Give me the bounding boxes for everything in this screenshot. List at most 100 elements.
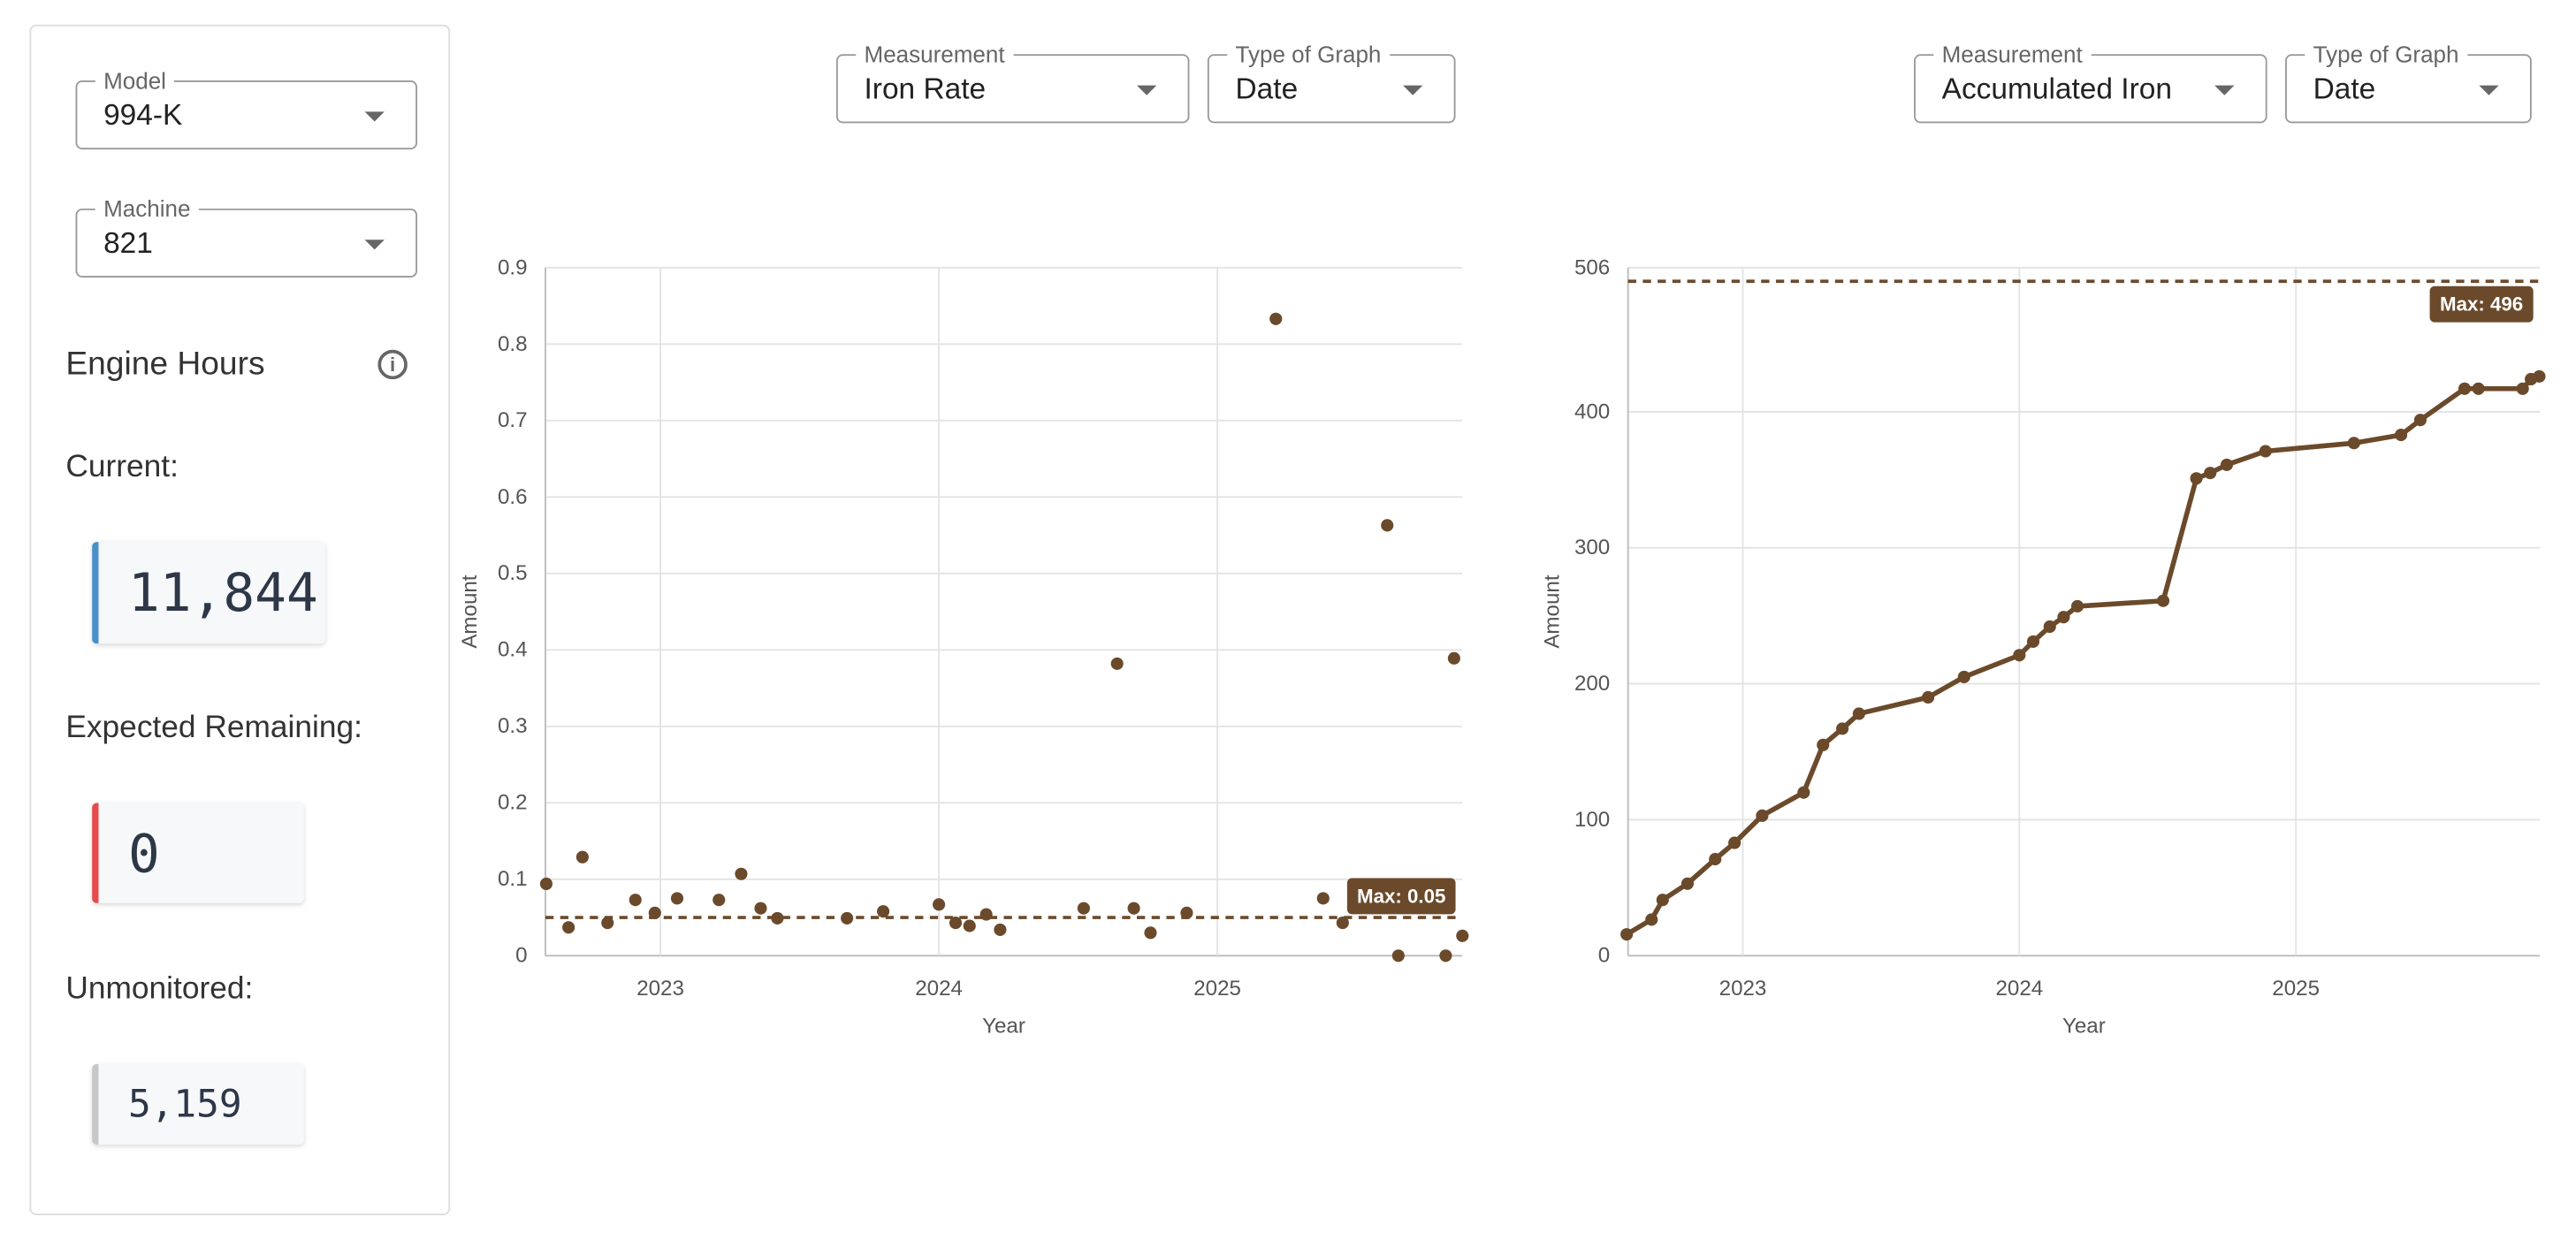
select-label: Model [95, 67, 175, 94]
x-tick-label: 2024 [1995, 977, 2043, 1001]
data-point [1336, 917, 1349, 930]
caret [2479, 85, 2499, 95]
data-point [1439, 949, 1452, 963]
select-label: Type of Graph [1227, 41, 1390, 68]
data-point [1077, 902, 1090, 915]
graph-type-select[interactable]: Type of Graph Date [1207, 41, 1456, 124]
data-point [562, 921, 575, 934]
info-icon[interactable]: i [377, 349, 408, 380]
y-tick-label: 300 [1574, 536, 1610, 559]
data-point [670, 892, 684, 905]
x-tick-label: 2024 [915, 977, 963, 1001]
data-point [1620, 928, 1634, 941]
y-tick-label: 0 [1598, 944, 1610, 968]
select-label: Type of Graph [2305, 41, 2467, 68]
y-tick-label: 0.9 [498, 255, 528, 279]
data-point [575, 850, 589, 864]
stat-value: 5,159 [92, 1063, 304, 1145]
data-point [2533, 369, 2546, 383]
data-point [841, 911, 854, 925]
select-value: Iron Rate [864, 72, 987, 105]
y-tick-label: 0 [515, 944, 527, 968]
data-point [963, 919, 976, 932]
data-point [1127, 902, 1140, 915]
x-tick-label: 2023 [1719, 977, 1767, 1001]
stat-value: 11,844 [92, 542, 325, 644]
y-tick-label: 200 [1574, 672, 1610, 696]
stat-value: 0 [92, 803, 304, 903]
data-point [877, 905, 890, 918]
select-label: Measurement [856, 41, 1013, 68]
data-point [2472, 382, 2485, 395]
data-point [1957, 670, 1970, 683]
data-point [2347, 437, 2360, 450]
data-point [648, 906, 661, 919]
x-axis-label: Year [982, 1015, 1025, 1039]
y-tick-label: 506 [1574, 255, 1610, 279]
heading: Engine Hours [65, 346, 265, 383]
data-point [1391, 949, 1405, 963]
data-point [735, 867, 748, 880]
data-point [1922, 690, 1935, 704]
data-point [1447, 651, 1460, 665]
y-tick-label: 0.7 [498, 408, 528, 432]
select-value: 821 [103, 226, 153, 260]
data-point [1656, 894, 1669, 907]
data-point [2190, 472, 2203, 485]
y-tick-label: 0.5 [498, 561, 528, 585]
data-point [994, 923, 1007, 936]
data-point [2156, 594, 2170, 607]
x-tick-label: 2025 [1193, 977, 1241, 1001]
y-tick-label: 0.1 [498, 867, 528, 891]
data-point [1709, 853, 1722, 866]
data-point [754, 902, 767, 915]
data-point [2070, 599, 2084, 613]
y-tick-label: 0.3 [498, 714, 528, 738]
y-tick-label: 100 [1574, 808, 1610, 832]
model-select[interactable]: Model 994-K [75, 67, 418, 150]
data-point [713, 894, 726, 907]
max-label-box [2429, 285, 2534, 323]
x-tick-label: 2023 [636, 977, 684, 1001]
measurement-select[interactable]: Measurement Iron Rate [835, 41, 1190, 124]
y-tick-label: 0.8 [498, 332, 528, 356]
data-point [1728, 836, 1741, 849]
data-point [2413, 414, 2427, 427]
data-point [949, 917, 963, 930]
data-point [2013, 649, 2026, 662]
stat-label: Expected Remaining: [65, 711, 362, 746]
data-point [2458, 382, 2472, 395]
data-point [1269, 312, 1283, 325]
data-point [1852, 707, 1865, 720]
data-point [2204, 467, 2217, 480]
caret [364, 111, 385, 122]
data-point [1144, 926, 1157, 940]
graph-type-select[interactable]: Type of Graph Date [2285, 41, 2532, 124]
y-tick-label: 0.4 [498, 638, 528, 662]
select-value: 994-K [103, 98, 183, 132]
data-point [2220, 458, 2234, 471]
x-axis-label: Year [2062, 1015, 2106, 1039]
select-value: Date [2313, 72, 2376, 105]
machine-select[interactable]: Machine 821 [75, 195, 418, 278]
caret [1403, 85, 1423, 95]
y-tick-label: 400 [1574, 400, 1610, 423]
data-point [771, 911, 784, 925]
data-point [1381, 519, 1394, 532]
data-line [1625, 374, 2541, 937]
data-point [1316, 892, 1330, 905]
caret [364, 240, 385, 250]
data-point [2026, 635, 2040, 648]
caret [2214, 85, 2235, 95]
select-label: Measurement [1933, 41, 2091, 68]
stat-label: Current: [65, 450, 179, 485]
max-label: Max: 496 [2440, 293, 2523, 316]
max-label-box [1346, 878, 1456, 915]
data-point [1797, 786, 1810, 799]
measurement-select[interactable]: Measurement Accumulated Iron [1914, 41, 2267, 124]
data-point [1180, 906, 1193, 919]
data-point [2516, 382, 2529, 395]
data-point [2043, 620, 2056, 634]
